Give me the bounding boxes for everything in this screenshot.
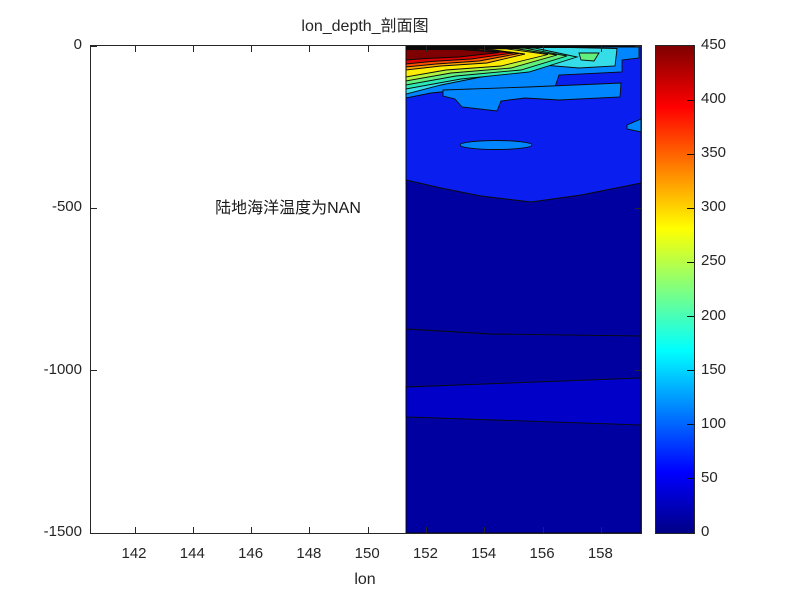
y-tick-mark-right — [635, 370, 641, 372]
colorbar-tick-mark — [687, 153, 694, 155]
x-tick-mark-top — [309, 46, 311, 52]
x-tick-mark — [309, 527, 311, 533]
contour-dot-green — [578, 52, 600, 62]
y-tick-label: -1500 — [43, 523, 82, 540]
x-tick-mark-top — [425, 46, 427, 52]
x-tick-mark-top — [542, 46, 544, 52]
x-tick-mark-top — [367, 46, 369, 52]
contour-deep-bright-band — [405, 377, 641, 426]
chart-title: lon_depth_剖面图 — [301, 18, 429, 35]
contour-lens-lightblue — [459, 140, 533, 150]
colorbar-tick-label: 300 — [701, 198, 727, 216]
x-tick-label: 142 — [121, 545, 147, 562]
colorbar-tick-mark — [687, 99, 694, 101]
colorbar-tick-label: 450 — [701, 36, 727, 53]
colorbar-tick-mark — [687, 478, 694, 480]
colorbar-tick-mark — [687, 370, 694, 372]
y-tick-label: -500 — [51, 198, 82, 216]
x-tick-label: 156 — [529, 545, 555, 562]
x-tick-mark — [367, 527, 369, 533]
colorbar-tick-label: 400 — [701, 90, 727, 108]
x-tick-label: 152 — [412, 545, 438, 562]
y-tick-mark-right — [635, 207, 641, 209]
y-tick-mark — [91, 532, 97, 534]
x-tick-mark — [134, 527, 136, 533]
colorbar-tick-label: 50 — [701, 468, 718, 486]
x-tick-label: 144 — [179, 545, 205, 562]
nan-annotation: 陆地海洋温度为NAN — [215, 200, 361, 217]
contour-plot — [405, 46, 641, 533]
y-tick-mark-right — [635, 45, 641, 47]
y-tick-mark — [91, 45, 97, 47]
colorbar-tick-mark — [687, 207, 694, 209]
colorbar-tick-label: 350 — [701, 144, 727, 162]
colorbar-tick-label: 150 — [701, 360, 727, 378]
x-tick-mark-top — [600, 46, 602, 52]
x-tick-mark — [600, 527, 602, 533]
y-tick-label: 0 — [73, 36, 82, 53]
contour-deep-line — [405, 328, 641, 337]
x-tick-mark-top — [484, 46, 486, 52]
colorbar-tick-mark — [687, 261, 694, 263]
y-tick-mark — [91, 370, 97, 372]
colorbar-tick-label: 0 — [701, 523, 710, 540]
colorbar-tick-label: 250 — [701, 252, 727, 270]
x-tick-label: 154 — [471, 545, 497, 562]
x-tick-label: 148 — [296, 545, 322, 562]
colorbar-tick-mark — [687, 316, 694, 318]
x-tick-mark — [192, 527, 194, 533]
colorbar — [655, 45, 695, 534]
colorbar-tick-label: 100 — [701, 414, 727, 432]
x-tick-mark-top — [134, 46, 136, 52]
x-tick-label: 150 — [354, 545, 380, 562]
x-tick-label: 158 — [587, 545, 613, 562]
x-tick-mark — [251, 527, 253, 533]
colorbar-tick-mark — [687, 424, 694, 426]
x-tick-label: 146 — [238, 545, 264, 562]
contour-band-darkred — [405, 49, 500, 61]
x-tick-mark — [425, 527, 427, 533]
x-tick-mark-top — [192, 46, 194, 52]
y-tick-label: -1000 — [43, 360, 82, 378]
y-tick-mark — [91, 207, 97, 209]
colorbar-tick-label: 200 — [701, 306, 727, 324]
contour-patch-lightblue — [442, 82, 622, 112]
x-tick-mark — [484, 527, 486, 533]
y-tick-mark-right — [635, 532, 641, 534]
plot-area: 陆地海洋温度为NAN — [90, 45, 642, 534]
x-axis-label: lon — [354, 571, 376, 588]
x-tick-mark-top — [251, 46, 253, 52]
x-tick-mark — [542, 527, 544, 533]
contour-sliver-lightblue — [626, 118, 641, 133]
